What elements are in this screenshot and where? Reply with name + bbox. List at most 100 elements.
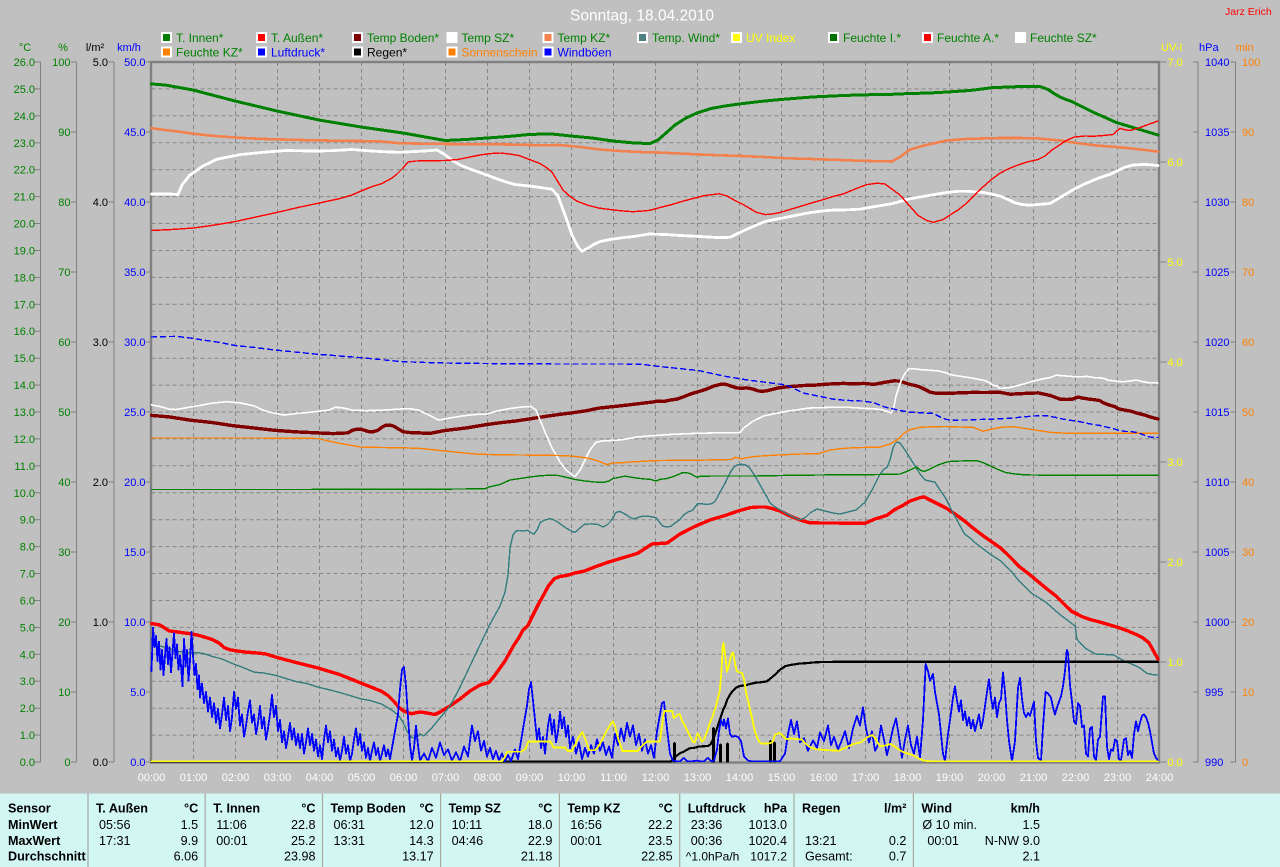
svg-text:Regen*: Regen* [367, 46, 407, 60]
svg-text:06:31: 06:31 [334, 818, 366, 832]
svg-text:05:00: 05:00 [348, 772, 376, 784]
svg-text:Gesamt:: Gesamt: [805, 850, 853, 864]
svg-text:80: 80 [1242, 197, 1254, 209]
svg-text:22.0: 22.0 [14, 165, 35, 177]
svg-text:Temp KZ*: Temp KZ* [558, 31, 611, 45]
svg-text:0: 0 [1242, 757, 1248, 769]
svg-text:l/m²: l/m² [884, 802, 906, 816]
svg-text:50: 50 [58, 407, 70, 419]
svg-text:1005: 1005 [1205, 547, 1229, 559]
svg-text:00:00: 00:00 [138, 772, 166, 784]
svg-text:04:46: 04:46 [452, 834, 484, 848]
svg-text:UV-I: UV-I [1161, 42, 1182, 54]
svg-text:35.0: 35.0 [124, 267, 145, 279]
svg-text:12.0: 12.0 [14, 434, 35, 446]
svg-text:1.0: 1.0 [20, 730, 35, 742]
svg-text:22.9: 22.9 [528, 834, 553, 848]
svg-text:Regen: Regen [802, 802, 841, 816]
svg-text:1000: 1000 [1205, 617, 1229, 629]
svg-text:60: 60 [1242, 337, 1254, 349]
svg-text:°C: °C [19, 42, 31, 54]
svg-text:100: 100 [1242, 57, 1260, 69]
svg-text:80: 80 [58, 197, 70, 209]
svg-text:7.0: 7.0 [20, 569, 35, 581]
svg-text:22:00: 22:00 [1062, 772, 1090, 784]
svg-text:6.0: 6.0 [1168, 157, 1183, 169]
svg-text:0.0: 0.0 [93, 757, 108, 769]
svg-text:min: min [1236, 42, 1254, 54]
svg-text:23.5: 23.5 [648, 834, 673, 848]
svg-text:04:00: 04:00 [306, 772, 334, 784]
svg-text:17:00: 17:00 [852, 772, 880, 784]
svg-text:50: 50 [1242, 407, 1254, 419]
svg-text:6.0: 6.0 [20, 596, 35, 608]
svg-text:1.0: 1.0 [1168, 657, 1183, 669]
svg-text:21:00: 21:00 [1020, 772, 1048, 784]
svg-text:23.98: 23.98 [284, 850, 316, 864]
svg-text:30: 30 [1242, 547, 1254, 559]
svg-text:2.0: 2.0 [20, 703, 35, 715]
svg-text:1020: 1020 [1205, 337, 1229, 349]
svg-text:40.0: 40.0 [124, 197, 145, 209]
svg-text:12.0: 12.0 [409, 818, 434, 832]
svg-text:°C: °C [659, 802, 673, 816]
svg-text:45.0: 45.0 [124, 127, 145, 139]
svg-text:25.0: 25.0 [124, 407, 145, 419]
svg-text:N-NW 9.0: N-NW 9.0 [985, 834, 1040, 848]
svg-text:Temp Boden*: Temp Boden* [367, 31, 439, 45]
svg-text:15:00: 15:00 [768, 772, 796, 784]
svg-text:hPa: hPa [1199, 42, 1219, 54]
svg-text:7.0: 7.0 [1168, 57, 1183, 69]
svg-text:12:00: 12:00 [642, 772, 670, 784]
svg-text:30: 30 [58, 547, 70, 559]
svg-text:Feuchte KZ*: Feuchte KZ* [176, 46, 243, 60]
svg-text:1035: 1035 [1205, 127, 1229, 139]
svg-text:11.0: 11.0 [14, 461, 35, 473]
svg-text:T. Außen*: T. Außen* [271, 31, 323, 45]
svg-text:23:00: 23:00 [1104, 772, 1132, 784]
svg-text:00:36: 00:36 [691, 834, 723, 848]
svg-text:2.0: 2.0 [93, 477, 108, 489]
svg-text:990: 990 [1205, 757, 1223, 769]
svg-text:l/m²: l/m² [86, 42, 105, 54]
svg-text:km/h: km/h [1011, 802, 1040, 816]
svg-text:14.3: 14.3 [409, 834, 434, 848]
svg-text:14.0: 14.0 [14, 380, 35, 392]
svg-text:995: 995 [1205, 687, 1223, 699]
svg-text:18:00: 18:00 [894, 772, 922, 784]
svg-text:03:00: 03:00 [264, 772, 292, 784]
svg-text:1017.2: 1017.2 [750, 850, 787, 864]
svg-text:1015: 1015 [1205, 407, 1229, 419]
svg-text:25.0: 25.0 [14, 84, 35, 96]
svg-text:90: 90 [58, 127, 70, 139]
svg-text:2.0: 2.0 [1168, 557, 1183, 569]
svg-text:Luftdruck: Luftdruck [688, 802, 747, 816]
svg-text:Feuchte I.*: Feuchte I.* [843, 31, 901, 45]
svg-text:T. Innen*: T. Innen* [176, 31, 224, 45]
svg-text:02:00: 02:00 [222, 772, 250, 784]
svg-text:1.0: 1.0 [93, 617, 108, 629]
svg-text:Windböen: Windböen [558, 46, 612, 60]
svg-text:5.0: 5.0 [1168, 257, 1183, 269]
svg-text:13.0: 13.0 [14, 407, 35, 419]
svg-text:^1.0hPa/h: ^1.0hPa/h [686, 850, 740, 864]
svg-text:21.0: 21.0 [14, 192, 35, 204]
svg-text:°C: °C [419, 802, 433, 816]
svg-text:23:36: 23:36 [691, 818, 723, 832]
svg-text:1025: 1025 [1205, 267, 1229, 279]
svg-text:9.0: 9.0 [20, 515, 35, 527]
svg-text:UV Index: UV Index [746, 31, 795, 45]
svg-text:Temp KZ: Temp KZ [567, 802, 620, 816]
svg-text:Temp. Wind*: Temp. Wind* [652, 31, 720, 45]
svg-text:MaxWert: MaxWert [8, 834, 61, 848]
svg-text:1030: 1030 [1205, 197, 1229, 209]
svg-text:00:01: 00:01 [927, 834, 959, 848]
svg-text:13.17: 13.17 [402, 850, 434, 864]
svg-text:23.0: 23.0 [14, 138, 35, 150]
svg-text:Durchschnitt: Durchschnitt [8, 850, 86, 864]
svg-text:10.0: 10.0 [124, 617, 145, 629]
svg-text:60: 60 [58, 337, 70, 349]
svg-text:18.0: 18.0 [528, 818, 553, 832]
svg-text:22.8: 22.8 [291, 818, 316, 832]
svg-text:0.2: 0.2 [889, 834, 907, 848]
